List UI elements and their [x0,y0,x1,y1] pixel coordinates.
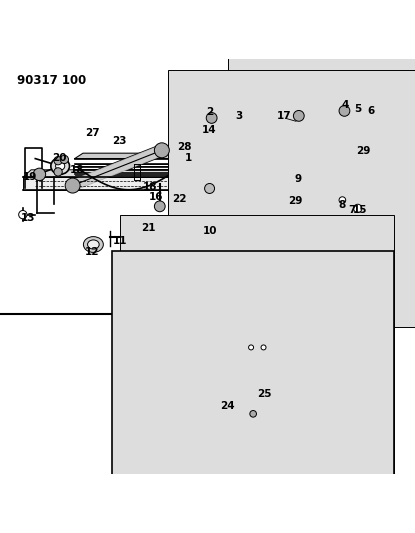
Circle shape [19,211,27,219]
Text: 24: 24 [220,400,235,410]
Text: 6: 6 [367,106,374,116]
Text: 28: 28 [178,142,192,152]
FancyBboxPatch shape [120,215,394,480]
FancyBboxPatch shape [112,251,394,507]
Circle shape [206,112,217,123]
Text: 3: 3 [235,111,242,122]
Text: 18: 18 [70,165,84,175]
Text: 7: 7 [348,206,356,215]
Text: 27: 27 [85,128,100,138]
Text: 25: 25 [258,389,272,399]
Text: 15: 15 [353,206,367,215]
Polygon shape [75,153,355,159]
Text: 2: 2 [206,107,213,117]
Text: 17: 17 [277,111,292,122]
Circle shape [33,168,46,181]
Text: 13: 13 [21,213,35,223]
Text: 12: 12 [85,247,99,256]
Circle shape [195,157,203,165]
Circle shape [339,106,350,116]
Circle shape [359,158,369,168]
FancyBboxPatch shape [168,70,415,327]
Ellipse shape [88,240,99,249]
Ellipse shape [83,237,103,253]
Ellipse shape [357,157,370,168]
FancyBboxPatch shape [116,258,390,524]
Circle shape [354,204,362,213]
Text: 29: 29 [356,146,370,156]
Text: 5: 5 [354,104,361,114]
Circle shape [205,183,215,193]
Ellipse shape [51,158,69,174]
Text: 22: 22 [172,194,186,204]
Text: 20: 20 [52,153,66,163]
Circle shape [154,201,165,212]
Text: 21: 21 [142,223,156,233]
Circle shape [249,345,254,350]
Circle shape [359,141,369,151]
Text: 9: 9 [294,174,302,183]
Circle shape [154,143,169,158]
Text: 19: 19 [23,172,37,182]
Text: 18: 18 [143,182,157,192]
Text: 1: 1 [185,153,193,163]
Text: 11: 11 [113,236,127,246]
Text: 90317 100: 90317 100 [17,74,86,86]
Polygon shape [187,132,237,142]
Circle shape [293,110,304,121]
Polygon shape [23,170,369,177]
Circle shape [54,157,62,165]
Bar [199,155,205,163]
Text: 10: 10 [203,226,217,236]
Bar [214,155,220,163]
Text: 23: 23 [112,136,127,146]
Text: 8: 8 [339,200,346,210]
Text: 16: 16 [149,192,163,202]
Text: 29: 29 [288,196,303,206]
Circle shape [54,168,62,176]
Circle shape [60,155,68,164]
Polygon shape [23,177,361,190]
Circle shape [339,197,346,204]
FancyBboxPatch shape [228,20,415,279]
Circle shape [261,345,266,350]
Ellipse shape [56,162,65,170]
Ellipse shape [246,175,269,192]
Polygon shape [232,130,241,142]
Text: 14: 14 [202,125,217,135]
Circle shape [65,178,80,193]
Circle shape [250,410,256,417]
Text: 4: 4 [342,101,349,110]
